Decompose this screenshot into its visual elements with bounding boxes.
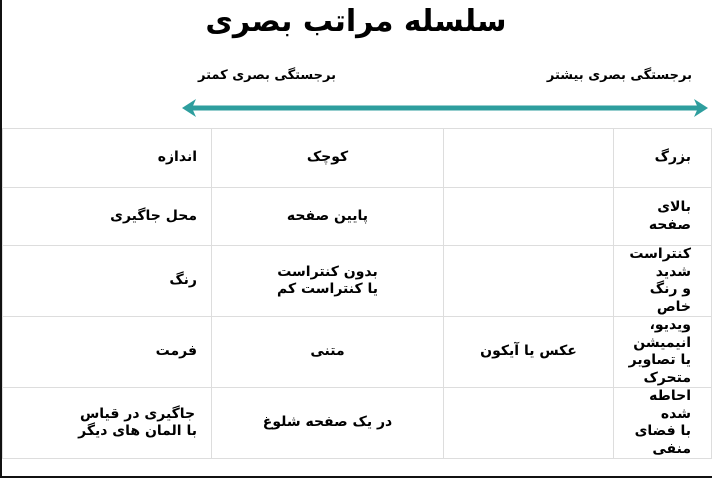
- cell-text: فرمت: [155, 343, 197, 360]
- cell-text: پایین صفحه: [286, 207, 369, 224]
- cell-text: رنگ: [169, 272, 197, 289]
- high-prominence-cell: بالای صفحه: [613, 187, 712, 246]
- attribute-cell: اندازه: [2, 128, 212, 188]
- less-prominence-label: برجستگی بصری کمتر: [198, 68, 336, 83]
- cell-text: در یک صفحه شلوغ: [262, 414, 393, 431]
- attribute-cell: فرمت: [2, 316, 212, 388]
- middle-prominence-cell: [443, 128, 614, 188]
- cell-text: اندازه: [157, 149, 197, 166]
- high-prominence-cell: احاطه شده با فضای منفی: [613, 387, 712, 459]
- low-prominence-cell: متنی: [211, 316, 444, 388]
- cell-text: ویدیو، انیمیشن یا تصاویر متحرک: [628, 317, 691, 386]
- cell-text: محل جاگیری: [110, 207, 197, 224]
- page-title: سلسله مراتب بصری: [205, 4, 507, 39]
- high-prominence-cell: کنتراست شدید و رنگ خاص: [613, 245, 712, 317]
- cell-text: بدون کنتراست یا کنتراست کم: [276, 263, 379, 298]
- cell-text: بالای صفحه: [648, 199, 691, 233]
- table-row: جاگیری در قیاس با المان های دیگر در یک صفح…: [2, 387, 712, 459]
- attribute-cell: جاگیری در قیاس با المان های دیگر: [2, 387, 212, 459]
- high-prominence-cell: ویدیو، انیمیشن یا تصاویر متحرک: [613, 316, 712, 388]
- cell-text: کوچک: [306, 149, 349, 166]
- low-prominence-cell: پایین صفحه: [211, 187, 444, 246]
- cell-text: احاطه شده با فضای منفی: [634, 388, 691, 457]
- high-prominence-cell: بزرگ: [613, 128, 712, 188]
- middle-prominence-cell: عکس یا آیکون: [443, 316, 614, 388]
- table-row: فرمت متنی عکس یا آیکون ویدیو، انیمیشن یا تصا…: [2, 316, 712, 388]
- table-row: محل جاگیری پایین صفحه بالای صفحه: [2, 187, 712, 246]
- cell-text: متنی: [310, 343, 345, 360]
- cell-text: کنتراست شدید و رنگ خاص: [629, 246, 691, 315]
- table-row: اندازه کوچک بزرگ: [2, 128, 712, 188]
- cell-text: بزرگ: [654, 149, 691, 166]
- double-arrow-icon: [182, 99, 708, 117]
- middle-prominence-cell: [443, 387, 614, 459]
- low-prominence-cell: بدون کنتراست یا کنتراست کم: [211, 245, 444, 317]
- cell-text: عکس یا آیکون: [480, 343, 577, 360]
- middle-prominence-cell: [443, 187, 614, 246]
- attribute-cell: محل جاگیری: [2, 187, 212, 246]
- low-prominence-cell: کوچک: [211, 128, 444, 188]
- low-prominence-cell: در یک صفحه شلوغ: [211, 387, 444, 459]
- more-prominence-label: برجستگی بصری بیشتر: [546, 68, 692, 83]
- cell-text: جاگیری در قیاس با المان های دیگر: [78, 405, 197, 440]
- middle-prominence-cell: [443, 245, 614, 317]
- hierarchy-table: اندازه کوچک بزرگ محل جاگیری پایین صفحه بالای …: [2, 128, 712, 459]
- attribute-cell: رنگ: [2, 245, 212, 317]
- table-row: رنگ بدون کنتراست یا کنتراست کم کنتراست شدید…: [2, 245, 712, 317]
